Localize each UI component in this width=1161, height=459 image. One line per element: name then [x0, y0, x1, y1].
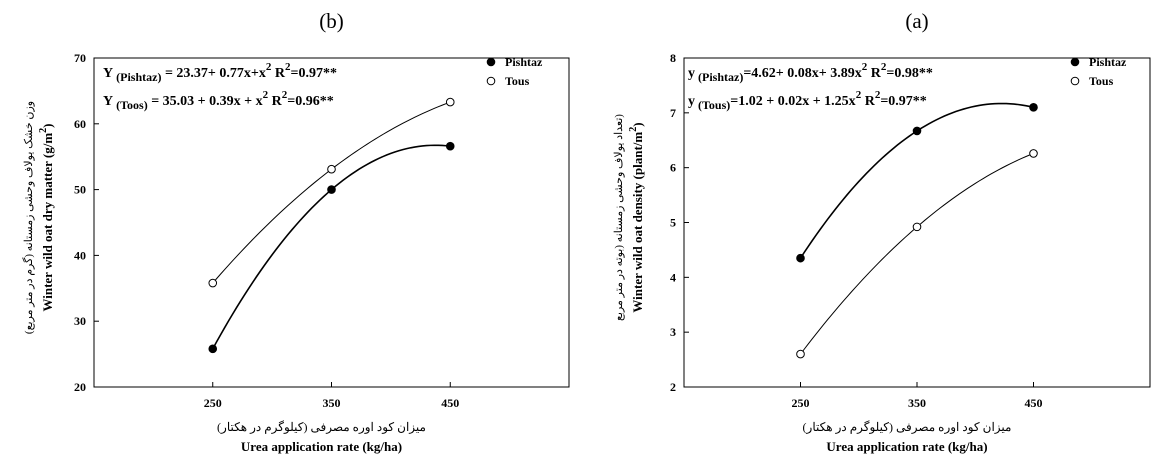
x-axis-label-persian: میزان کود اوره مصرفی (کیلوگرم در هکتار) [217, 420, 426, 434]
legend-marker-tous [1070, 76, 1080, 86]
x-tick-label: 250 [792, 396, 810, 410]
data-point-pishtaz [327, 185, 336, 194]
y-tick-label: 20 [74, 380, 86, 394]
x-axis-label: Urea application rate (kg/ha) [241, 439, 402, 454]
data-point-tous [208, 278, 218, 288]
data-point-pishtaz [208, 344, 218, 354]
y-axis-label-persian: (تعداد یولاف وحشی زمستانه (بوته در متر م… [613, 114, 625, 321]
y-axis-label: Winter wild oat dry matter (g/m2) [38, 123, 55, 311]
data-point-pishtaz [912, 126, 922, 136]
fit-line-pishtaz [212, 144, 451, 350]
legend-marker-tous [486, 76, 496, 86]
legend-label-tous: Tous [505, 74, 530, 88]
legend-marker-pishtaz [486, 57, 496, 67]
legend-label-tous: Tous [1089, 74, 1114, 88]
regression-equation: y (Pishtaz)=4.62+ 0.08x+ 3.89x2 R2=0.98*… [688, 61, 933, 84]
x-axis-label: Urea application rate (kg/ha) [826, 439, 987, 454]
panel-label: (b) [319, 9, 344, 33]
legend-marker-pishtaz [1070, 57, 1080, 67]
data-point-tous [445, 97, 455, 107]
fit-line-tous [800, 152, 1034, 355]
y-axis-label-persian: وزن خشک یولاف وحشی زمستانه (گرم در متر م… [22, 101, 35, 334]
y-tick-label: 5 [670, 216, 676, 230]
y-tick-label: 7 [670, 106, 676, 120]
data-point-tous [912, 222, 922, 232]
y-tick-label: 30 [74, 314, 86, 328]
panel-label: (a) [905, 9, 928, 33]
y-tick-label: 4 [670, 270, 676, 284]
data-point-pishtaz [1029, 103, 1038, 112]
regression-equation: Y (Pishtaz) = 23.37+ 0.77x+x2 R2=0.97** [103, 61, 337, 84]
chart-panel-b: (b) 20 30 40 50 60 70 250 350 450 میزان کود اوره م… [22, 9, 570, 454]
y-tick-label: 2 [670, 380, 676, 394]
y-tick-label: 40 [74, 248, 86, 262]
data-point-tous [796, 349, 805, 359]
regression-equation: Y (Toos) = 35.03 + 0.39x + x2 R2=0.96** [103, 89, 334, 112]
y-tick-label: 3 [670, 325, 676, 339]
y-tick-label: 6 [670, 161, 676, 175]
x-tick-label: 450 [441, 396, 459, 410]
data-point-tous [327, 164, 336, 174]
y-tick-label: 8 [670, 51, 676, 65]
data-point-tous [1029, 149, 1038, 158]
x-tick-label: 350 [908, 396, 926, 410]
y-tick-label: 60 [74, 117, 86, 131]
data-point-pishtaz [796, 253, 805, 263]
y-axis-label: Winter wild oat density (plant/m2) [628, 122, 645, 312]
regression-equation: y (Tous)=1.02 + 0.02x + 1.25x2 R2=0.97** [688, 89, 927, 112]
x-tick-label: 250 [204, 396, 222, 410]
y-tick-label: 70 [74, 51, 86, 65]
x-axis-label-persian: میزان کود اوره مصرفی (کیلوگرم در هکتار) [803, 420, 1012, 434]
legend-label-pishtaz: Pishtaz [1089, 55, 1127, 69]
data-point-pishtaz [445, 141, 455, 151]
legend-label-pishtaz: Pishtaz [505, 55, 543, 69]
x-tick-label: 350 [323, 396, 341, 410]
x-tick-label: 450 [1025, 396, 1043, 410]
y-tick-label: 50 [74, 183, 86, 197]
chart-panel-a: (a) 2 3 4 5 6 7 8 250 350 450 میزان کود اوره مصرفی … [613, 9, 1151, 454]
